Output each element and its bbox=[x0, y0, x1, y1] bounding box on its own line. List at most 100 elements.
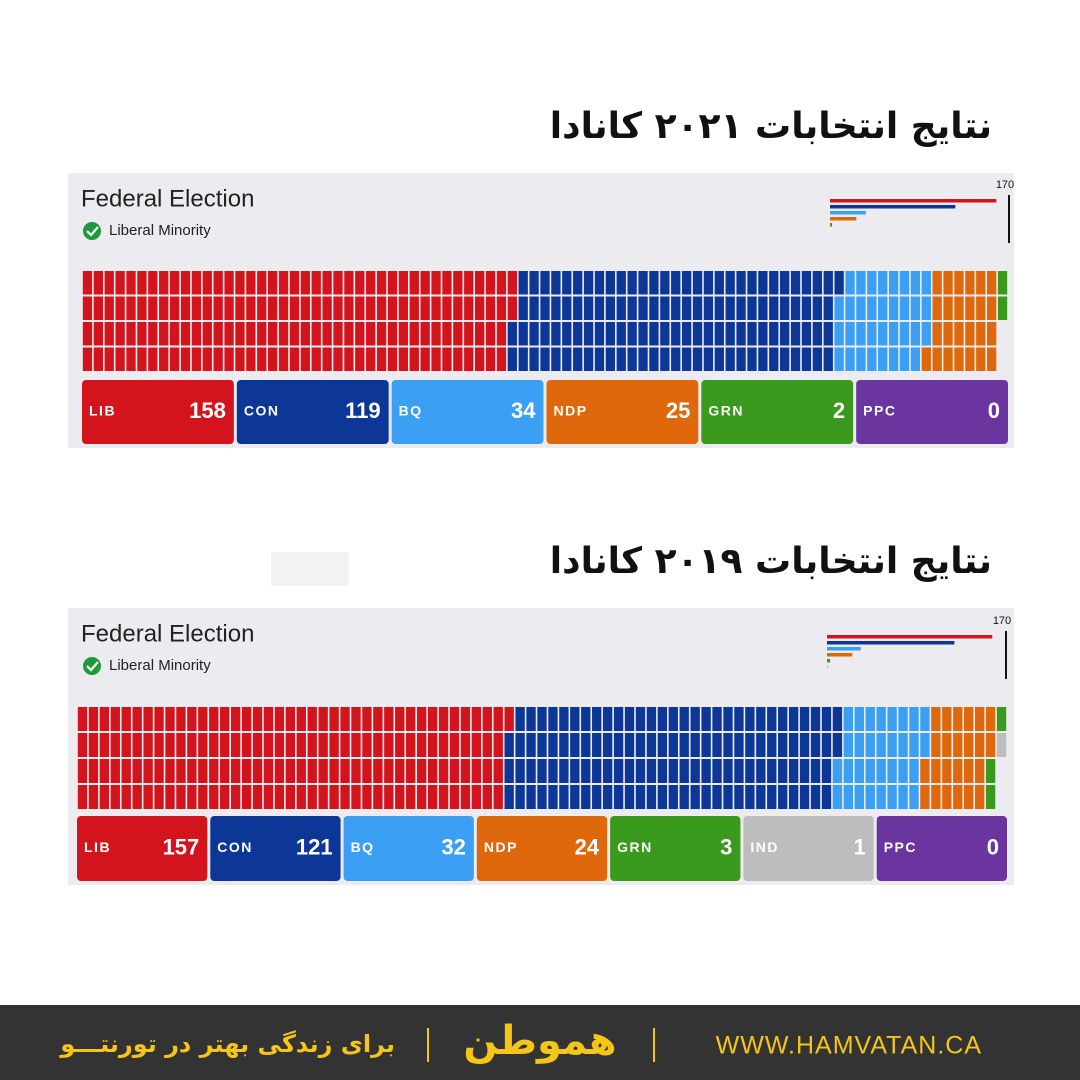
seat bbox=[165, 759, 175, 783]
seat bbox=[548, 733, 558, 757]
seat bbox=[289, 296, 300, 320]
seat bbox=[515, 785, 525, 809]
seat bbox=[592, 733, 602, 757]
seat bbox=[747, 322, 757, 346]
seat bbox=[420, 347, 430, 371]
party-tile bbox=[476, 816, 608, 881]
seat bbox=[734, 759, 744, 783]
seat bbox=[976, 322, 986, 346]
seat bbox=[191, 322, 202, 346]
seat bbox=[821, 759, 832, 783]
seat bbox=[409, 347, 419, 371]
seat bbox=[159, 271, 169, 295]
seat bbox=[856, 271, 866, 295]
seat bbox=[526, 785, 536, 809]
seat bbox=[115, 347, 125, 371]
seat bbox=[942, 785, 952, 809]
seat bbox=[187, 733, 197, 757]
seat bbox=[213, 296, 223, 320]
seat bbox=[638, 347, 648, 371]
seat bbox=[723, 785, 733, 809]
seat bbox=[507, 322, 517, 346]
seat bbox=[646, 707, 657, 731]
seat bbox=[300, 271, 310, 295]
seat bbox=[887, 707, 897, 731]
seat bbox=[482, 785, 492, 809]
seat bbox=[668, 733, 678, 757]
seat bbox=[121, 733, 131, 757]
seat bbox=[964, 785, 974, 809]
seat bbox=[613, 733, 624, 757]
seat bbox=[373, 785, 383, 809]
seat bbox=[431, 296, 441, 320]
seat bbox=[176, 707, 186, 731]
seat bbox=[690, 759, 700, 783]
party-tile bbox=[391, 380, 544, 444]
seat bbox=[148, 271, 158, 295]
seat bbox=[834, 271, 844, 295]
seat bbox=[333, 347, 343, 371]
seat bbox=[340, 785, 350, 809]
seat bbox=[99, 733, 110, 757]
seat bbox=[159, 347, 169, 371]
seat bbox=[627, 322, 637, 346]
seat bbox=[701, 707, 711, 731]
seat bbox=[799, 759, 810, 783]
seat bbox=[559, 707, 569, 731]
seat bbox=[854, 733, 864, 757]
seat bbox=[110, 759, 120, 783]
seat bbox=[460, 733, 471, 757]
seat bbox=[311, 296, 321, 320]
seat bbox=[148, 347, 158, 371]
seat bbox=[460, 707, 471, 731]
seat bbox=[187, 759, 197, 783]
placeholder bbox=[271, 552, 349, 586]
seat bbox=[431, 271, 441, 295]
seat bbox=[420, 322, 430, 346]
seat bbox=[736, 271, 746, 295]
seat bbox=[398, 296, 409, 320]
seat bbox=[942, 707, 952, 731]
seat bbox=[931, 707, 941, 731]
seat bbox=[307, 707, 317, 731]
seat bbox=[137, 271, 147, 295]
seat bbox=[485, 296, 496, 320]
seat bbox=[985, 733, 996, 757]
seat bbox=[747, 347, 757, 371]
seat bbox=[518, 271, 528, 295]
seat bbox=[920, 733, 930, 757]
seat bbox=[788, 759, 799, 783]
seat bbox=[482, 733, 492, 757]
party-seats: 32 bbox=[441, 834, 465, 859]
seat bbox=[351, 759, 361, 783]
seat bbox=[540, 296, 550, 320]
slogan: برای زندگی بهتر در تورنتـــو bbox=[59, 1030, 395, 1058]
seat bbox=[812, 347, 822, 371]
seat bbox=[799, 707, 810, 731]
seat bbox=[148, 296, 158, 320]
seat bbox=[788, 707, 799, 731]
seat bbox=[887, 759, 897, 783]
seat bbox=[485, 347, 496, 371]
seat bbox=[431, 347, 441, 371]
seat bbox=[395, 759, 405, 783]
party-seats: 0 bbox=[988, 398, 1000, 423]
seat bbox=[453, 271, 463, 295]
seat bbox=[504, 733, 514, 757]
seat bbox=[780, 322, 790, 346]
seat bbox=[202, 322, 212, 346]
seat bbox=[583, 322, 594, 346]
party-name: GRN bbox=[617, 839, 653, 855]
seat bbox=[679, 759, 689, 783]
seat bbox=[812, 322, 822, 346]
seat bbox=[594, 322, 605, 346]
seat bbox=[322, 271, 332, 295]
seat bbox=[649, 271, 659, 295]
seat bbox=[318, 785, 328, 809]
seat bbox=[899, 347, 910, 371]
seat bbox=[867, 271, 877, 295]
party-tile bbox=[546, 380, 699, 444]
seat bbox=[834, 322, 844, 346]
seat bbox=[909, 759, 919, 783]
party-name: BQ bbox=[399, 403, 423, 419]
